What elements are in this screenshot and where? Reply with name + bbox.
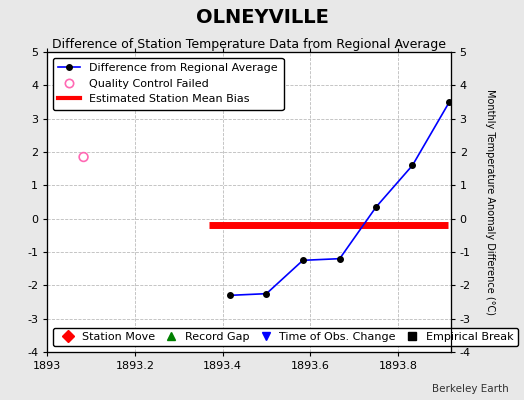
Legend: Station Move, Record Gap, Time of Obs. Change, Empirical Break: Station Move, Record Gap, Time of Obs. C… xyxy=(53,328,518,346)
Y-axis label: Monthly Temperature Anomaly Difference (°C): Monthly Temperature Anomaly Difference (… xyxy=(485,89,495,315)
Title: Difference of Station Temperature Data from Regional Average: Difference of Station Temperature Data f… xyxy=(52,38,446,51)
Text: Berkeley Earth: Berkeley Earth xyxy=(432,384,508,394)
Text: OLNEYVILLE: OLNEYVILLE xyxy=(195,8,329,27)
Point xyxy=(79,154,88,160)
